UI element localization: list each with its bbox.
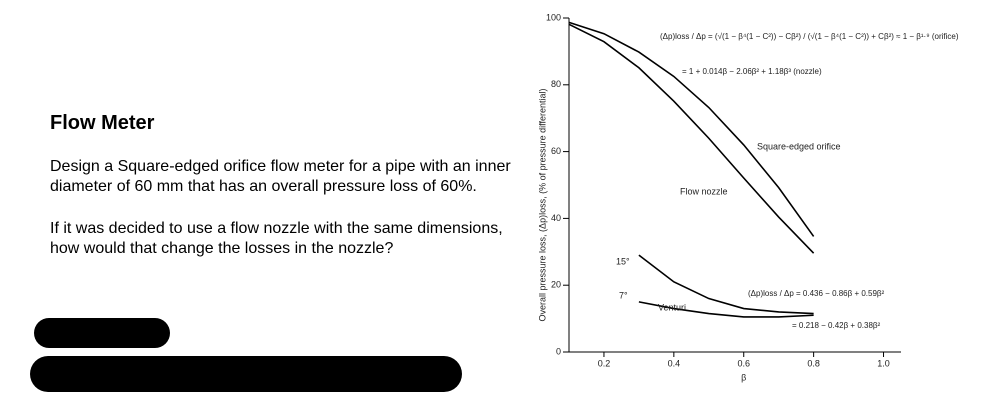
paragraph: If it was decided to use a flow nozzle w… — [50, 220, 503, 257]
question: Flow Meter Design a Square-edged orifice… — [50, 112, 520, 281]
annotation: Venturi — [658, 302, 686, 312]
chart: 0 20 40 60 80 100 0.2 0.4 0.6 0.8 1.0 β Overall pres… — [537, 12, 959, 382]
series-line — [568, 23, 815, 254]
annotation: = 0.218 − 0.42β + 0.38β² — [792, 321, 880, 330]
curve-label: 7° — [619, 290, 628, 300]
x-axis-label: β — [741, 372, 746, 382]
series-line — [638, 254, 814, 315]
series-line — [638, 301, 814, 318]
redaction — [30, 356, 462, 392]
redaction — [34, 318, 170, 348]
y-axis-label: Overall pressure loss, (Δp)loss, (% of p… — [537, 89, 547, 322]
x-tick-label: 0.2 — [598, 358, 611, 368]
annotation: (Δp)loss / Δp = (√(1 − β⁴(1 − C²)) − Cβ²… — [660, 32, 959, 41]
curve-label: 15° — [616, 256, 630, 266]
curve-label: Square-edged orifice — [757, 141, 841, 151]
y-tick-label: 0 — [556, 346, 561, 356]
x-tick-label: 0.6 — [737, 358, 750, 368]
paragraph: Design a Square-edged orifice flow meter… — [50, 158, 511, 195]
x-tick-label: 1.0 — [877, 358, 890, 368]
annotation: = 1 + 0.014β − 2.06β² + 1.18β³ (nozzle) — [682, 67, 822, 76]
x-tick-label: 0.4 — [668, 358, 681, 368]
x-tick-label: 0.8 — [807, 358, 820, 368]
y-tick-label: 60 — [551, 146, 561, 156]
y-tick-label: 100 — [546, 12, 561, 22]
annotation: (Δp)loss / Δp = 0.436 − 0.86β + 0.59β² — [748, 289, 885, 298]
title: Flow Meter — [50, 112, 155, 134]
curve-label: Flow nozzle — [680, 186, 728, 196]
y-tick-label: 20 — [551, 280, 561, 290]
y-tick-label: 40 — [551, 213, 561, 223]
y-tick-label: 80 — [551, 79, 561, 89]
series-line — [568, 21, 815, 237]
